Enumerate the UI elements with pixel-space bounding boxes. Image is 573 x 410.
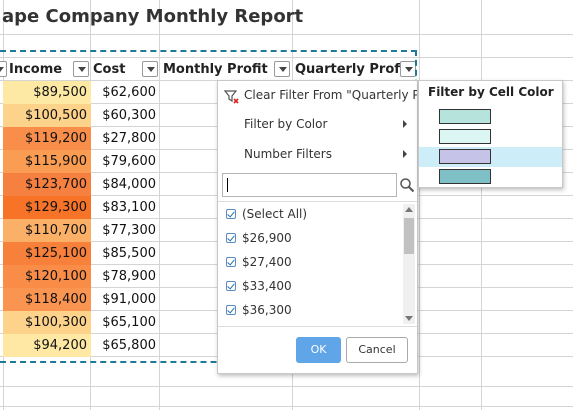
income-cell[interactable]: $89,500 [3,81,91,104]
cost-cell[interactable]: $27,800 [102,131,156,146]
checkbox-checked-icon[interactable] [226,209,236,219]
cell-color-submenu: Filter by Cell Color [418,80,563,188]
submenu-arrow-icon [403,150,407,158]
submenu-title: Filter by Cell Color [428,85,554,99]
filter-list-item[interactable]: $26,900 [226,226,292,250]
search-icon[interactable] [399,177,415,197]
number-filters-label: Number Filters [244,147,332,161]
filter-list-item[interactable]: $36,300 [226,298,292,322]
cost-cell[interactable]: $62,600 [102,85,156,100]
scroll-down-icon[interactable] [405,316,413,321]
income-cell[interactable]: $100,500 [3,104,91,127]
filter-list-item-label: $36,300 [242,303,292,317]
income-cell[interactable]: $119,200 [3,127,91,150]
filter-button-cost[interactable] [142,61,158,77]
header-monthly-profit: Monthly Profit [163,62,268,77]
filter-list-item-label: $27,400 [242,255,292,269]
cost-cell[interactable]: $84,000 [102,177,156,192]
cost-cell[interactable]: $77,300 [102,223,156,238]
scroll-up-icon[interactable] [405,207,413,212]
text-caret [227,178,228,192]
clear-filter-label: Clear Filter From "Quarterly Pr [244,88,417,102]
filter-by-color-label: Filter by Color [244,117,328,131]
cancel-button[interactable]: Cancel [346,337,408,363]
color-swatch-row[interactable] [419,147,562,167]
cost-cell[interactable]: $85,500 [102,246,156,261]
color-swatch[interactable] [439,149,491,164]
filter-value-list: (Select All) $26,900 $27,400 $33,400 $36,300 [218,201,417,327]
cost-cell[interactable]: $65,800 [102,338,156,353]
clear-filter-item[interactable]: Clear Filter From "Quarterly Pr [218,81,417,109]
income-cell[interactable]: $94,200 [3,334,91,357]
scrollbar-thumb[interactable] [404,218,414,254]
cost-cell[interactable]: $83,100 [102,200,156,215]
cost-cell[interactable]: $60,300 [102,108,156,123]
filter-button-income[interactable] [73,61,89,77]
filter-list-item-label: $26,900 [242,231,292,245]
income-cell[interactable]: $115,900 [3,150,91,173]
income-cell[interactable]: $123,700 [3,173,91,196]
submenu-arrow-icon [403,120,407,128]
header-cost: Cost [93,62,126,77]
list-scrollbar[interactable] [403,204,415,324]
color-swatch-row[interactable] [419,167,562,187]
cost-cell[interactable]: $79,600 [102,154,156,169]
cost-cell[interactable]: $65,100 [102,315,156,330]
report-title: ape Company Monthly Report [2,6,304,27]
cost-cell[interactable]: $91,000 [102,292,156,307]
color-swatch-row[interactable] [419,127,562,147]
color-swatch-row[interactable] [419,107,562,127]
income-cell[interactable]: $100,300 [3,311,91,334]
income-cell[interactable]: $110,700 [3,219,91,242]
checkbox-checked-icon[interactable] [226,233,236,243]
clear-filter-icon [223,87,240,109]
filter-list-item-label: $33,400 [242,279,292,293]
income-cell[interactable]: $118,400 [3,288,91,311]
income-cell[interactable]: $125,100 [3,242,91,265]
color-swatch[interactable] [439,169,491,184]
cost-cell[interactable]: $78,900 [102,269,156,284]
filter-search-input[interactable] [222,173,397,197]
ok-button[interactable]: OK [296,337,341,363]
color-swatch[interactable] [439,129,491,144]
header-quarterly-profit: Quarterly Profit [295,62,411,77]
filter-list-item-label: (Select All) [242,207,308,221]
filter-by-color-item[interactable]: Filter by Color [218,110,417,138]
checkbox-checked-icon[interactable] [226,281,236,291]
filter-button-monthly-profit[interactable] [274,61,290,77]
filter-list-item[interactable]: $33,400 [226,274,292,298]
checkbox-checked-icon[interactable] [226,305,236,315]
income-cell[interactable]: $129,300 [3,196,91,219]
filter-list-item[interactable]: (Select All) [226,202,307,226]
filter-list-item[interactable]: $27,400 [226,250,292,274]
filter-button-quarterly-profit[interactable] [400,61,416,77]
checkbox-checked-icon[interactable] [226,257,236,267]
filter-button-prev-column[interactable] [0,61,7,77]
header-income: Income [9,62,63,77]
number-filters-item[interactable]: Number Filters [218,140,417,168]
income-cell[interactable]: $120,100 [3,265,91,288]
filter-menu: Clear Filter From "Quarterly Pr Filter b… [217,80,418,374]
color-swatch[interactable] [439,109,491,124]
